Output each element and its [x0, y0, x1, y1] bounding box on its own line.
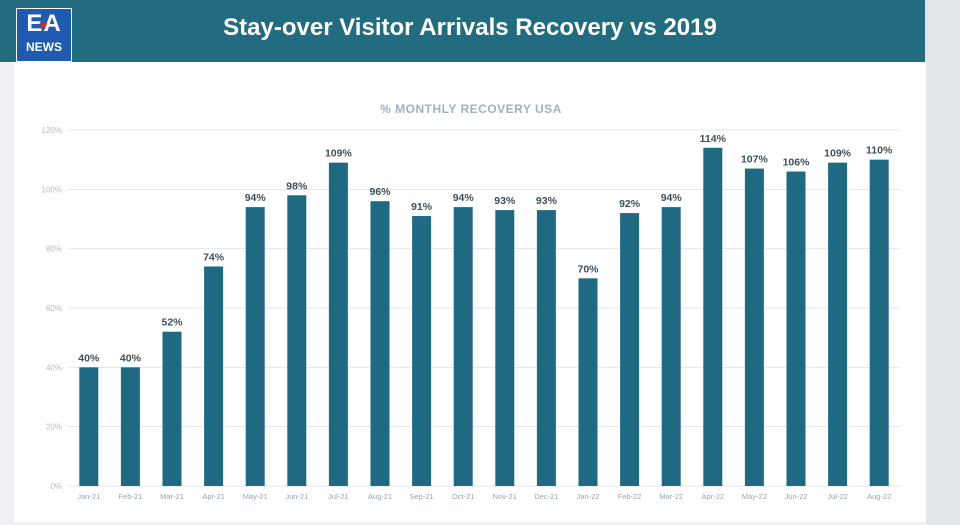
value-labels: 40% 40% 52% 74% 94% 98% 109% 96% 91% 94% 93% 93% 70%…: [78, 133, 893, 365]
bar-value-label: 110%: [866, 145, 893, 157]
y-axis-ticks: 0% 20% 40% 60% 80% 100% 120%: [42, 126, 62, 491]
x-tick-label: Jul-21: [328, 492, 348, 501]
logo-ea-text: EA: [26, 10, 62, 37]
bar-value-label: 98%: [286, 180, 308, 192]
bar: [328, 162, 348, 486]
logo-news-text: NEWS: [26, 40, 62, 54]
bar-value-label: 40%: [120, 352, 142, 364]
x-tick-label: Aug-21: [368, 492, 392, 501]
x-tick-label: May-22: [742, 492, 767, 501]
x-tick-label: Apr-22: [702, 492, 725, 501]
y-tick-label: 40%: [46, 363, 62, 372]
x-axis-ticks: Jan-21 Feb-21 Mar-21 Apr-21 May-21 Jun-21 Jul-…: [77, 492, 891, 501]
x-tick-label: Jan-22: [577, 492, 600, 501]
bar: [79, 367, 99, 486]
y-tick-label: 100%: [42, 185, 62, 194]
bar-value-label: 106%: [783, 157, 811, 169]
bar: [703, 147, 723, 487]
bar-value-label: 93%: [494, 195, 516, 207]
bar: [412, 216, 432, 487]
header-edge: [925, 0, 960, 62]
bar-value-label: 74%: [203, 251, 225, 263]
x-tick-label: Apr-21: [202, 492, 225, 501]
right-margin: [926, 62, 960, 525]
bar-value-label: 92%: [619, 198, 641, 210]
x-tick-label: Aug-22: [867, 492, 891, 501]
x-tick-label: Mar-22: [659, 492, 683, 501]
bar: [536, 210, 556, 486]
bar: [453, 207, 473, 486]
x-tick-label: Jul-22: [827, 492, 847, 501]
x-tick-label: Feb-21: [119, 492, 143, 501]
x-tick-label: May-21: [243, 492, 268, 501]
y-tick-label: 80%: [46, 245, 62, 254]
bar-value-label: 94%: [453, 192, 475, 204]
header-band: [0, 0, 925, 62]
x-tick-label: Sep-21: [410, 492, 434, 501]
ea-news-logo: EA ★ NEWS: [16, 8, 72, 62]
bar: [578, 278, 598, 486]
x-tick-label: Jun-21: [285, 492, 308, 501]
x-tick-label: Feb-22: [618, 492, 642, 501]
bars: [79, 147, 889, 487]
bar: [370, 201, 390, 486]
gridlines: [68, 129, 900, 487]
bar-value-label: 107%: [741, 154, 769, 166]
bar-value-label: 40%: [78, 352, 100, 364]
bar: [120, 367, 140, 486]
chart-title: % MONTHLY RECOVERY USA: [380, 102, 562, 116]
y-tick-label: 20%: [46, 423, 62, 432]
bar-value-label: 114%: [700, 133, 727, 145]
bar: [744, 168, 764, 487]
page-title: Stay-over Visitor Arrivals Recovery vs 2…: [223, 14, 717, 41]
y-tick-label: 60%: [46, 304, 62, 313]
bar: [786, 171, 806, 487]
bar-value-label: 52%: [161, 317, 183, 329]
x-tick-label: Dec-21: [534, 492, 558, 501]
bar-value-label: 70%: [577, 263, 599, 275]
bar: [204, 266, 224, 486]
bar: [162, 331, 182, 486]
x-tick-label: Mar-21: [160, 492, 184, 501]
bar-value-label: 96%: [369, 186, 391, 198]
bar-value-label: 109%: [824, 148, 852, 160]
bar-value-label: 91%: [411, 201, 433, 213]
bar-value-label: 109%: [325, 148, 353, 160]
bar: [620, 213, 640, 487]
bar: [828, 162, 848, 486]
x-tick-label: Oct-21: [452, 492, 475, 501]
x-tick-label: Nov-21: [493, 492, 517, 501]
bar-value-label: 94%: [661, 192, 683, 204]
bar-value-label: 93%: [536, 195, 558, 207]
bar: [245, 207, 265, 486]
bar-value-label: 94%: [245, 192, 267, 204]
bar: [869, 159, 889, 486]
bar: [495, 210, 515, 486]
x-tick-label: Jun-22: [785, 492, 808, 501]
y-tick-label: 0%: [50, 482, 62, 491]
x-tick-label: Jan-21: [77, 492, 100, 501]
bar: [661, 207, 681, 486]
bar: [287, 195, 307, 486]
star-icon: ★: [38, 18, 49, 32]
y-tick-label: 120%: [42, 126, 62, 135]
